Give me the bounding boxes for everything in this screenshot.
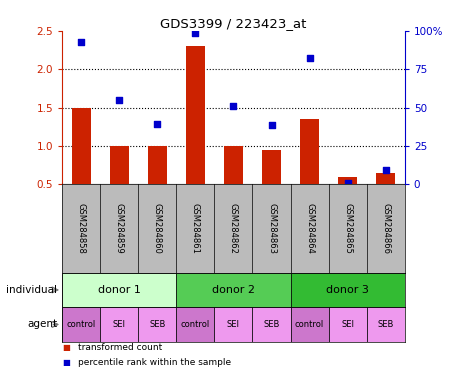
- Text: GSM284861: GSM284861: [190, 203, 200, 254]
- Text: GSM284859: GSM284859: [114, 203, 123, 254]
- Point: [267, 122, 274, 128]
- Bar: [100, 307, 138, 342]
- Text: GSM284863: GSM284863: [266, 203, 275, 254]
- Point: [381, 167, 389, 174]
- Point: [191, 30, 199, 36]
- Text: GSM284858: GSM284858: [77, 203, 85, 254]
- Text: donor 3: donor 3: [325, 285, 368, 295]
- Text: GSM284860: GSM284860: [152, 203, 162, 254]
- Text: GSM284865: GSM284865: [342, 203, 352, 254]
- Bar: [147, 146, 167, 184]
- Text: GSM284862: GSM284862: [229, 203, 237, 254]
- Point: [115, 97, 123, 103]
- Bar: [62, 307, 100, 342]
- Text: GSM284866: GSM284866: [381, 203, 389, 254]
- Text: individual: individual: [6, 285, 57, 295]
- Point: [343, 180, 351, 186]
- Point: [77, 39, 84, 45]
- Text: SEB: SEB: [263, 320, 279, 329]
- Bar: [375, 173, 394, 184]
- Text: control: control: [67, 320, 95, 329]
- Bar: [72, 108, 90, 184]
- Bar: [262, 150, 280, 184]
- Text: control: control: [180, 320, 210, 329]
- Text: SEB: SEB: [149, 320, 165, 329]
- Title: GDS3399 / 223423_at: GDS3399 / 223423_at: [160, 17, 306, 30]
- Bar: [252, 307, 290, 342]
- Text: control: control: [294, 320, 324, 329]
- Text: SEI: SEI: [112, 320, 125, 329]
- Bar: [176, 273, 290, 307]
- Text: SEI: SEI: [341, 320, 353, 329]
- Bar: [62, 273, 176, 307]
- Bar: [299, 119, 319, 184]
- Bar: [176, 307, 214, 342]
- Point: [305, 55, 313, 61]
- Text: percentile rank within the sample: percentile rank within the sample: [78, 358, 231, 367]
- Point: [230, 103, 237, 109]
- Bar: [214, 307, 252, 342]
- Point: [153, 121, 161, 127]
- Bar: [109, 146, 129, 184]
- Text: SEI: SEI: [226, 320, 240, 329]
- Bar: [224, 146, 242, 184]
- Text: donor 1: donor 1: [98, 285, 140, 295]
- Bar: [366, 307, 404, 342]
- Bar: [138, 307, 176, 342]
- Bar: [185, 46, 204, 184]
- Text: GSM284864: GSM284864: [304, 203, 313, 254]
- Text: agent: agent: [28, 319, 57, 329]
- Text: transformed count: transformed count: [78, 343, 162, 352]
- Text: ■: ■: [62, 343, 70, 352]
- Bar: [290, 273, 404, 307]
- Text: donor 2: donor 2: [212, 285, 254, 295]
- Bar: [328, 307, 366, 342]
- Text: ■: ■: [62, 358, 70, 367]
- Text: SEB: SEB: [377, 320, 393, 329]
- Bar: [290, 307, 328, 342]
- Bar: [337, 177, 357, 184]
